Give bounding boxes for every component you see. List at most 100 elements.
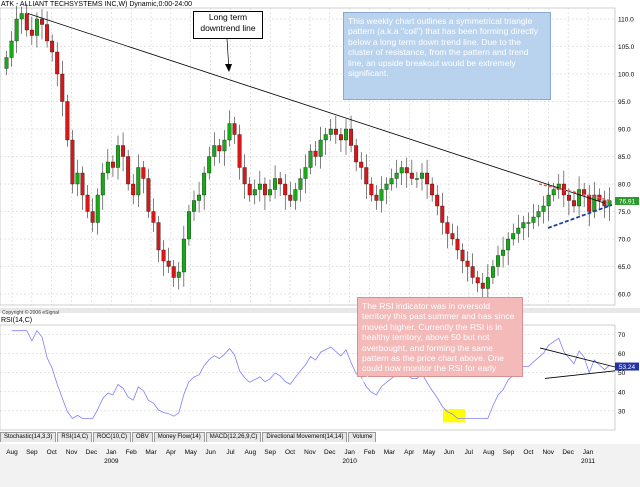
candle-body: [268, 189, 272, 196]
tab-roc[interactable]: ROC(10,C): [93, 432, 132, 442]
x-tick-label: Apr: [404, 449, 415, 456]
candle-body: [369, 183, 374, 196]
candle-body: [303, 167, 308, 179]
candle-body: [470, 266, 475, 278]
candle-body: [420, 172, 424, 179]
x-tick-label: Mar: [384, 449, 396, 456]
candle-body: [222, 139, 227, 152]
candle-body: [227, 123, 232, 141]
rsi-y-tick: 40: [618, 389, 626, 396]
candle-body: [374, 194, 379, 201]
candle-body: [485, 277, 490, 289]
candle-body: [490, 266, 495, 278]
x-year-label: 2010: [342, 458, 357, 465]
price-y-tick: 80.0: [618, 182, 631, 189]
x-tick-label: Aug: [6, 449, 18, 456]
candle-body: [516, 227, 521, 234]
candle-body: [121, 145, 126, 157]
x-year-label: 2011: [581, 458, 595, 465]
candle-body: [425, 172, 430, 185]
candle-body: [556, 183, 561, 190]
price-y-tick: 65.0: [618, 264, 631, 271]
candle-body: [85, 194, 90, 212]
tab-money-flow[interactable]: Money Flow(14): [153, 432, 205, 442]
last-rsi-label: 53.24: [619, 364, 636, 371]
x-tick-label: Jan: [583, 449, 594, 456]
copyright-text: Copyright © 2006 eSignal: [2, 310, 60, 316]
candle-body: [480, 282, 485, 289]
candle-body: [308, 150, 313, 168]
candle-body: [257, 183, 262, 190]
candle-body: [364, 167, 369, 185]
rsi-triangle-upper: [539, 347, 616, 368]
candle-body: [455, 238, 460, 251]
candle-body: [40, 18, 44, 25]
candle-body: [475, 277, 480, 284]
candle-body: [192, 200, 196, 212]
candle-body: [116, 145, 120, 168]
candle-body: [521, 222, 526, 229]
candle-body: [450, 233, 455, 240]
candle-body: [394, 172, 399, 179]
candle-body: [323, 134, 328, 141]
candle-body: [379, 189, 384, 201]
x-axis-strip: [0, 444, 640, 487]
x-tick-label: Oct: [523, 449, 533, 456]
candle-body: [440, 205, 445, 223]
rsi-y-tick: 30: [618, 408, 626, 415]
price-y-tick: 90.0: [618, 127, 631, 134]
x-tick-label: Jun: [444, 449, 455, 456]
candle-body: [4, 57, 9, 69]
candle-body: [181, 238, 186, 273]
candle-body: [151, 211, 156, 223]
candle-body: [430, 183, 435, 196]
price-y-tick: 95.0: [618, 99, 631, 106]
price-chart-title: ATK - ALLIANT TECHSYSTEMS INC,W) Dynamic…: [1, 1, 192, 8]
candle-body: [217, 145, 222, 152]
candle-body: [409, 172, 414, 179]
candle-body: [55, 51, 60, 75]
candle-body: [110, 161, 115, 168]
candle-body: [328, 128, 333, 135]
tab-volume[interactable]: Volume: [348, 432, 377, 442]
candle-body: [501, 249, 506, 256]
candle-body: [551, 189, 556, 196]
candle-body: [29, 29, 34, 36]
x-tick-label: Dec: [324, 449, 336, 456]
candle-body: [207, 156, 212, 174]
x-tick-label: Sep: [503, 449, 515, 456]
candle-body: [161, 249, 166, 262]
candle-body: [546, 194, 551, 207]
candle-body: [293, 189, 298, 201]
x-tick-label: Nov: [304, 449, 316, 456]
candle-body: [65, 101, 70, 141]
indicator-tabs: Stochastic(14,3,3) RSI(14,C) ROC(10,C) OBV M…: [0, 432, 615, 443]
x-year-label: 2009: [104, 458, 119, 465]
x-tick-label: Jul: [465, 449, 474, 456]
tab-stochastic[interactable]: Stochastic(14,3,3): [0, 432, 57, 442]
x-tick-label: Oct: [47, 449, 57, 456]
price-y-tick: 105.0: [618, 44, 635, 51]
candle-body: [541, 205, 546, 212]
candle-body: [283, 183, 288, 196]
x-tick-label: Jan: [344, 449, 355, 456]
candle-body: [252, 189, 257, 196]
x-tick-label: May: [423, 449, 436, 456]
candle-body: [95, 194, 100, 223]
trendline-label: Long term downtrend line: [193, 11, 263, 39]
price-y-tick: 75.0: [618, 209, 631, 216]
tab-obv[interactable]: OBV: [132, 432, 153, 442]
panel-divider: [0, 308, 640, 313]
tab-macd[interactable]: MACD(12,26,9,C): [205, 432, 262, 442]
tab-rsi[interactable]: RSI(14,C): [57, 432, 93, 442]
candle-body: [186, 211, 191, 240]
x-tick-label: Dec: [562, 449, 574, 456]
candle-body: [90, 211, 95, 223]
candle-body: [273, 178, 278, 190]
tab-directional-movement[interactable]: Directional Movement(14,14): [262, 432, 348, 442]
candle-body: [75, 172, 80, 185]
candle-body: [171, 266, 176, 278]
candle-body: [536, 211, 541, 218]
last-price-marker: [615, 196, 639, 205]
candle-body: [389, 178, 394, 185]
